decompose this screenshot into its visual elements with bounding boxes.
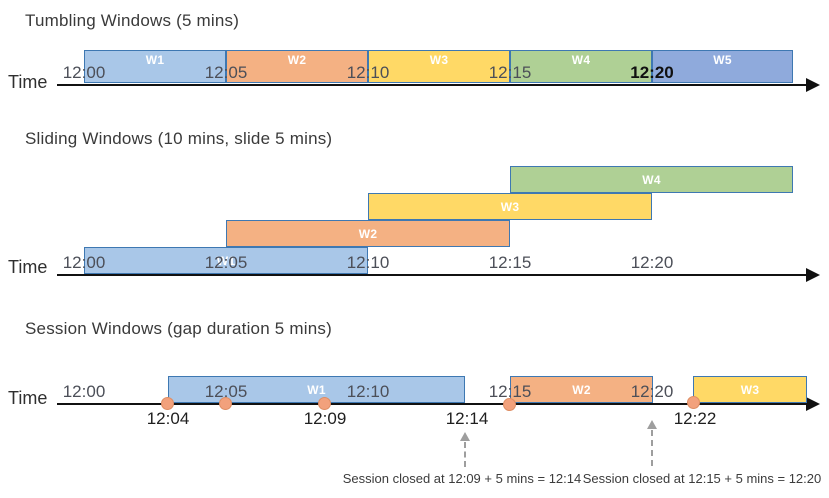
tick-label: 12:20 — [630, 382, 674, 401]
session-axis-arrowhead-icon — [806, 397, 820, 411]
tumbling-window-w5: W5 — [652, 50, 793, 83]
session-close-arrow-icon — [647, 420, 657, 466]
tumbling-window-w2: W2 — [226, 50, 368, 83]
sliding-section-title: Sliding Windows (10 mins, slide 5 mins) — [25, 129, 333, 148]
tick-label: 12:15 — [488, 253, 532, 272]
sliding-window-w4: W4 — [510, 166, 793, 193]
event-time-label: 12:09 — [303, 409, 347, 428]
sliding-time-axis-label: Time — [8, 257, 48, 277]
arrowhead-icon — [460, 432, 470, 441]
tumbling-window-w4: W4 — [510, 50, 652, 83]
tick-label: 12:00 — [62, 253, 106, 272]
window-label: W1 — [307, 382, 326, 397]
window-label: W3 — [500, 199, 520, 214]
sliding-window-w1: W1 — [84, 247, 368, 274]
window-label: W2 — [572, 382, 591, 397]
sliding-time-axis — [57, 274, 808, 276]
event-time-label: 12:14 — [445, 409, 489, 428]
window-label: W2 — [358, 226, 378, 241]
window-label: W4 — [642, 172, 661, 187]
tick-label: 12:20 — [630, 63, 674, 82]
window-label: W5 — [713, 53, 732, 67]
tick-label: 12:10 — [346, 63, 390, 82]
session-close-arrow-icon — [460, 432, 470, 467]
session-window-w2: W2 — [510, 376, 653, 403]
session-window-w3: W3 — [693, 376, 807, 403]
sliding-axis-arrowhead-icon — [806, 268, 820, 282]
event-dot — [219, 397, 232, 410]
tumbling-axis-arrowhead-icon — [806, 78, 820, 92]
tick-label: 12:10 — [346, 382, 390, 401]
window-label: W3 — [740, 382, 760, 397]
tick-label: 12:00 — [62, 382, 106, 401]
window-label: W2 — [287, 53, 307, 67]
event-time-label: 12:22 — [673, 409, 717, 428]
window-label: W4 — [571, 53, 591, 67]
session-close-caption: Session closed at 12:15 + 5 mins = 12:20 — [582, 471, 822, 486]
tumbling-time-axis-label: Time — [8, 72, 48, 92]
window-label: W3 — [429, 53, 449, 67]
tumbling-window-w1: W1 — [84, 50, 226, 83]
event-time-label: 12:04 — [146, 409, 190, 428]
window-label: W1 — [145, 53, 165, 67]
session-time-axis — [57, 403, 808, 405]
tumbling-section-title: Tumbling Windows (5 mins) — [25, 11, 240, 30]
event-dot — [687, 396, 700, 409]
tick-label: 12:15 — [488, 382, 532, 401]
tick-label: 12:05 — [204, 382, 248, 401]
tick-label: 12:00 — [62, 63, 106, 82]
session-time-axis-label: Time — [8, 388, 48, 408]
event-dot — [503, 398, 516, 411]
window-label: W1 — [216, 253, 236, 268]
session-section-title: Session Windows (gap duration 5 mins) — [25, 319, 332, 338]
tumbling-window-w3: W3 — [368, 50, 510, 83]
tick-label: 12:15 — [488, 63, 532, 82]
event-dot — [161, 397, 174, 410]
sliding-window-w2: W2 — [226, 220, 510, 247]
sliding-window-w3: W3 — [368, 193, 652, 220]
arrowhead-icon — [647, 420, 657, 429]
tick-label: 12:20 — [630, 253, 674, 272]
event-dot — [318, 397, 331, 410]
session-window-w1: W1 — [168, 376, 465, 403]
tick-label: 12:10 — [346, 253, 390, 272]
session-close-caption: Session closed at 12:09 + 5 mins = 12:14 — [342, 471, 582, 486]
tumbling-time-axis — [57, 84, 808, 86]
tick-label: 12:05 — [204, 63, 248, 82]
tick-label: 12:05 — [204, 253, 248, 272]
